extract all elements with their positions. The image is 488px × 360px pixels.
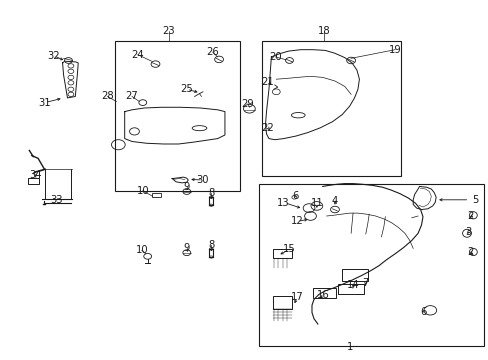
Text: 2: 2 bbox=[466, 211, 473, 221]
Bar bbox=[261, 41, 400, 176]
Text: 3: 3 bbox=[465, 227, 470, 237]
Bar bbox=[151, 193, 161, 197]
Text: 17: 17 bbox=[290, 292, 303, 302]
Bar bbox=[342, 269, 367, 281]
Text: 33: 33 bbox=[50, 195, 62, 205]
Text: 24: 24 bbox=[131, 50, 144, 60]
Bar bbox=[338, 284, 363, 294]
Bar bbox=[272, 296, 292, 309]
Text: 28: 28 bbox=[101, 91, 114, 102]
Text: 34: 34 bbox=[29, 170, 41, 180]
Text: 8: 8 bbox=[208, 188, 214, 198]
Bar bbox=[259, 184, 483, 346]
Bar bbox=[115, 41, 239, 191]
Text: 9: 9 bbox=[183, 243, 190, 253]
Text: 6: 6 bbox=[419, 307, 426, 317]
Text: 11: 11 bbox=[310, 198, 323, 208]
Text: 6: 6 bbox=[292, 191, 299, 201]
Text: 21: 21 bbox=[261, 77, 274, 87]
Text: 26: 26 bbox=[206, 47, 219, 57]
Text: 10: 10 bbox=[136, 186, 149, 196]
Text: 2: 2 bbox=[466, 247, 473, 257]
Bar bbox=[312, 288, 336, 298]
Text: 20: 20 bbox=[268, 52, 281, 62]
Text: 8: 8 bbox=[208, 240, 214, 250]
Text: 14: 14 bbox=[346, 280, 359, 291]
Text: 4: 4 bbox=[331, 196, 337, 206]
Bar bbox=[272, 249, 292, 258]
Text: 13: 13 bbox=[277, 198, 289, 208]
Text: 15: 15 bbox=[283, 244, 295, 255]
Text: 10: 10 bbox=[135, 245, 148, 255]
Text: 16: 16 bbox=[317, 290, 329, 300]
Text: 29: 29 bbox=[241, 99, 254, 109]
Text: 31: 31 bbox=[39, 98, 51, 108]
Text: 30: 30 bbox=[196, 175, 209, 185]
Text: 7: 7 bbox=[362, 278, 368, 288]
Text: 32: 32 bbox=[47, 51, 60, 61]
Text: 9: 9 bbox=[183, 182, 190, 192]
Text: 1: 1 bbox=[346, 342, 352, 352]
Text: 23: 23 bbox=[162, 26, 175, 36]
Text: 5: 5 bbox=[471, 195, 478, 205]
Bar bbox=[28, 178, 39, 184]
Text: 19: 19 bbox=[388, 45, 401, 55]
Text: 18: 18 bbox=[317, 26, 330, 36]
Text: 22: 22 bbox=[261, 123, 274, 133]
Text: 12: 12 bbox=[290, 216, 303, 226]
Text: 25: 25 bbox=[180, 84, 193, 94]
Text: 27: 27 bbox=[125, 91, 138, 102]
